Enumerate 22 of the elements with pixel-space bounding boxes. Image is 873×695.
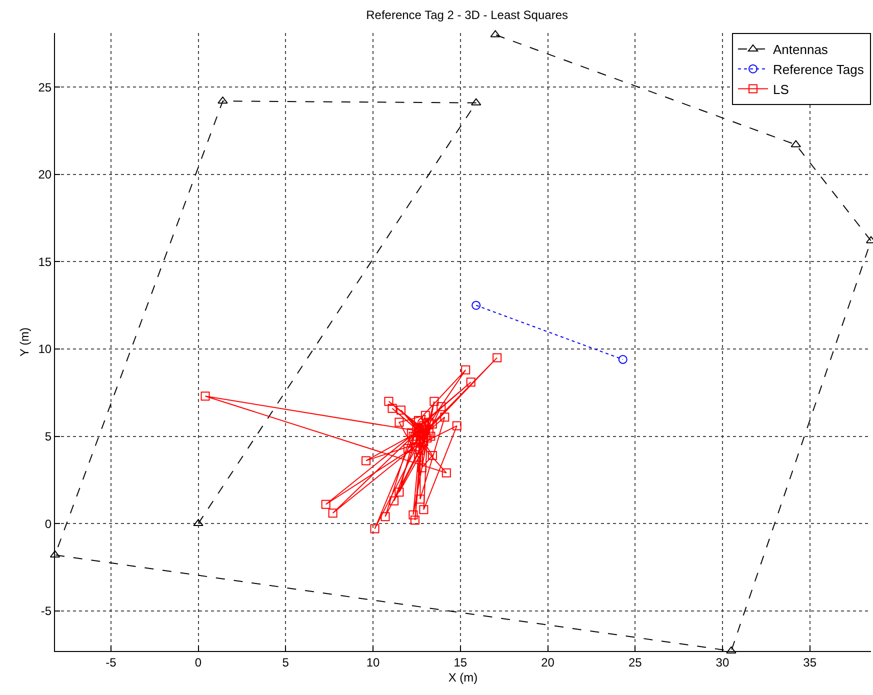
y-tick-label: 10	[38, 342, 52, 356]
chart-title: Reference Tag 2 - 3D - Least Squares	[366, 8, 568, 22]
legend-label: Reference Tags	[773, 62, 864, 77]
y-tick-label: -5	[40, 604, 52, 618]
x-tick-label: 20	[541, 655, 555, 670]
y-tick-label: 0	[44, 516, 52, 531]
legend-label: Antennas	[773, 42, 828, 58]
x-tick-label: 5	[282, 655, 290, 670]
x-tick-label: 10	[366, 655, 380, 670]
x-tick-label: 30	[716, 655, 730, 670]
x-tick-label: 25	[628, 655, 642, 670]
x-tick-label: 15	[454, 655, 468, 670]
x-tick-label: -5	[106, 655, 117, 670]
legend-label: LS	[773, 82, 790, 97]
y-tick-label: 25	[38, 80, 52, 94]
x-tick-label: 35	[803, 655, 817, 670]
x-axis-title: X (m)	[448, 670, 478, 684]
y-tick-label: 5	[44, 429, 52, 444]
y-axis-title: Y (m)	[18, 327, 32, 357]
y-tick-label: 15	[38, 254, 52, 269]
y-tick-label: 20	[38, 168, 52, 182]
x-tick-label: 0	[194, 655, 202, 670]
